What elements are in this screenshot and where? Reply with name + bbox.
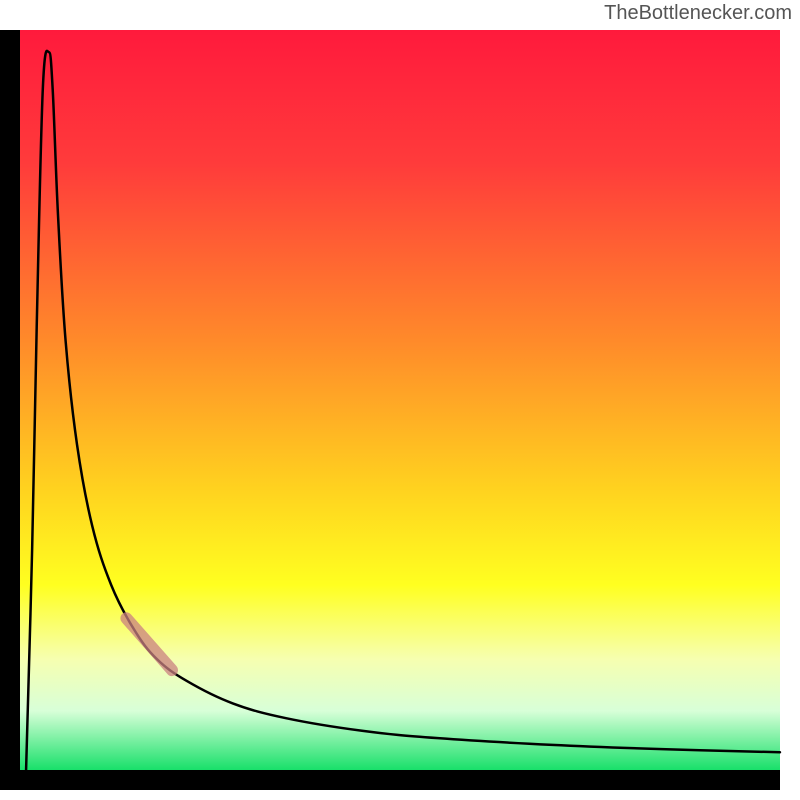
plot-background bbox=[20, 30, 780, 770]
bottleneck-chart bbox=[0, 0, 800, 800]
watermark-text: TheBottlenecker.com bbox=[604, 2, 792, 25]
chart-container: TheBottlenecker.com bbox=[0, 0, 800, 800]
